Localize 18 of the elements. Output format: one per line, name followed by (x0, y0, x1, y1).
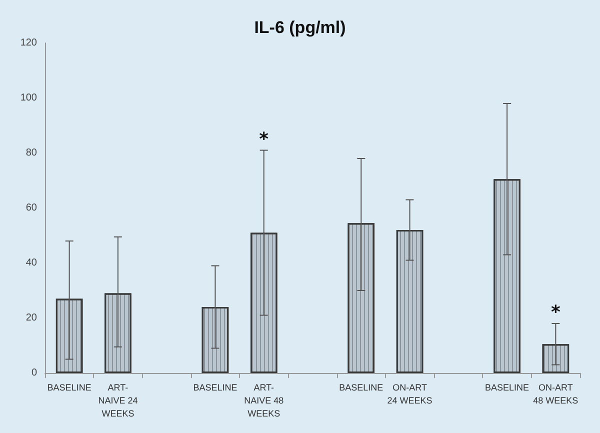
x-tick-label: ART-NAIVE 48 WEEKS (244, 382, 284, 418)
y-tick-label: 0 (31, 368, 38, 378)
y-tick-label: 20 (26, 312, 38, 324)
x-tick-label: ART-NAIVE 24 WEEKS (98, 382, 138, 418)
x-tick-label: BASELINE (339, 382, 384, 392)
annotation: * (550, 302, 561, 323)
x-tick-label: BASELINE (47, 382, 92, 392)
x-tick-label: ON-ART 24 WEEKS (387, 382, 432, 406)
annotation: * (259, 128, 270, 150)
y-tick-label: 80 (26, 148, 38, 158)
x-tick-label: BASELINE (193, 382, 238, 392)
y-tick-label: 100 (20, 92, 38, 104)
x-tick-label: ON-ART 48 WEEKS (533, 382, 578, 406)
chart-title: IL-6 (pg/ml) (254, 18, 346, 37)
y-tick-label: 40 (26, 258, 38, 268)
x-tick-label: BASELINE (485, 382, 530, 392)
y-tick-label: 120 (20, 38, 38, 48)
y-tick-label: 60 (26, 202, 38, 214)
